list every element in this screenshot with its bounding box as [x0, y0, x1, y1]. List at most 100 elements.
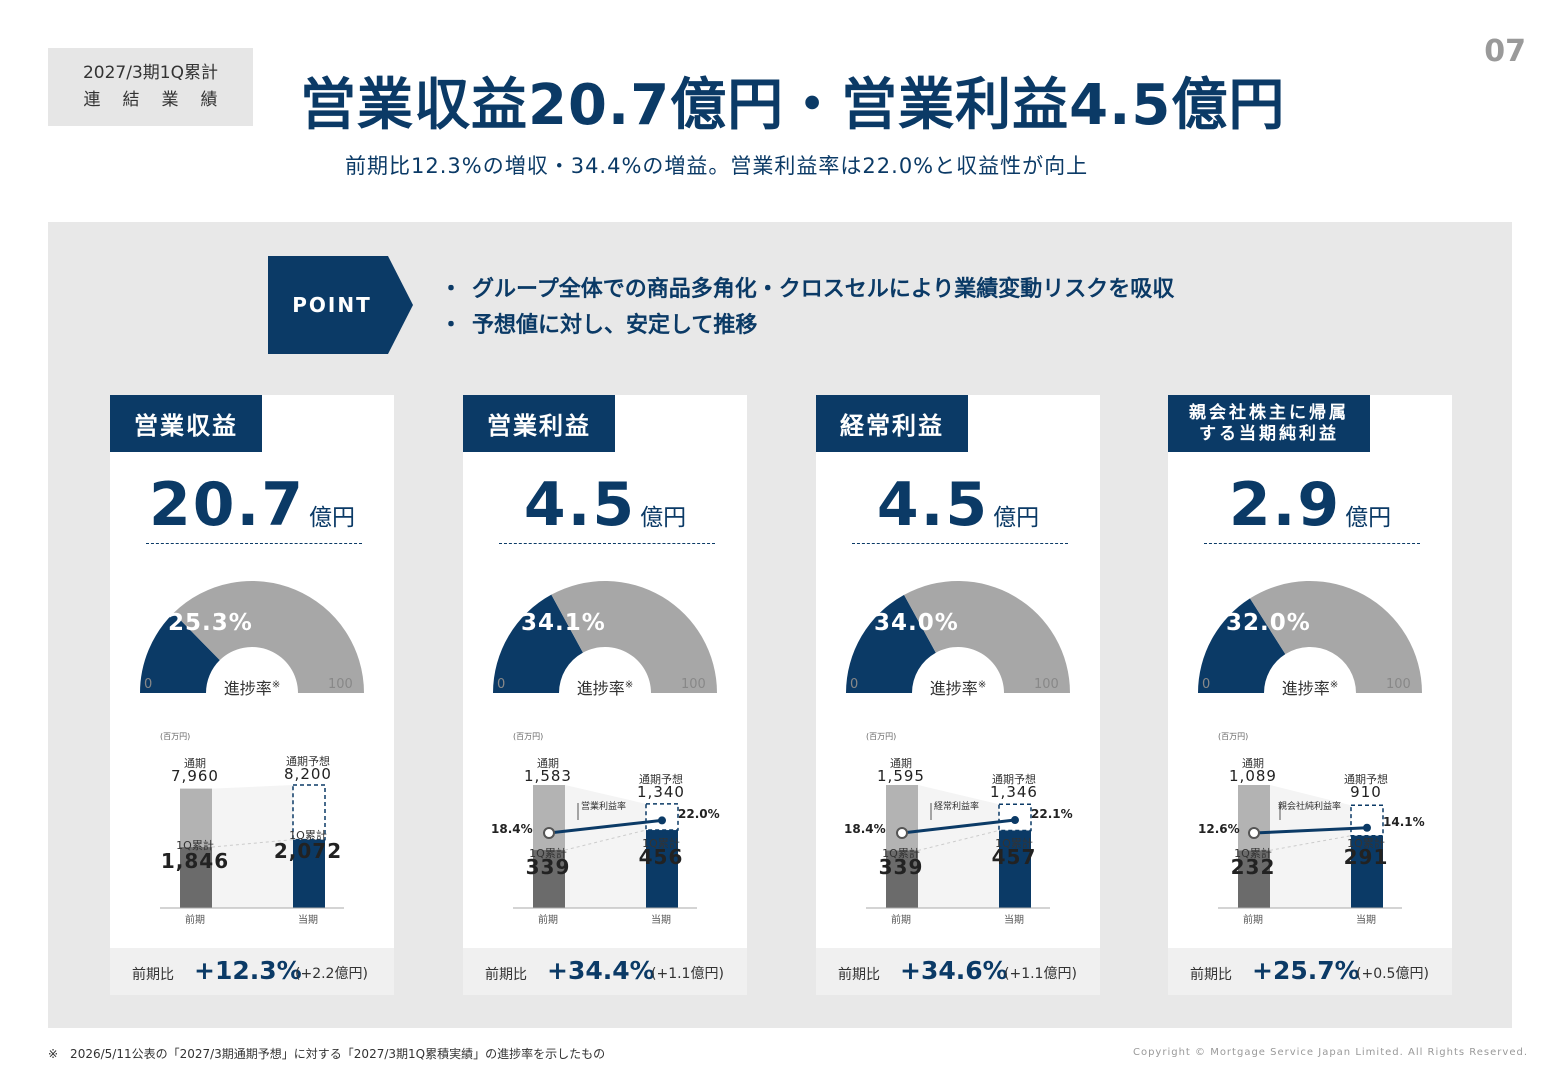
cur-forecast-bar	[998, 803, 1032, 832]
card-label: 親会社株主に帰属 する当期純利益	[1168, 395, 1370, 452]
card-value: 20.7	[148, 470, 306, 540]
point-list: グループ全体での商品多角化・クロスセルにより業績変動リスクを吸収 予想値に対し、…	[440, 272, 1174, 344]
yoy-key: 前期比	[1190, 967, 1232, 983]
progress-percent: 34.0%	[874, 610, 959, 636]
cur-q-value: 456	[638, 845, 684, 869]
kpi-card: 営業収益 20.7 億円 25.3% 0 100 進捗率※ (百万円) 通期 7,…	[110, 395, 394, 995]
yoy-row: 前期比 +12.3% (+2.2億円)	[110, 948, 394, 995]
cur-q-value: 2,072	[273, 839, 343, 863]
card-value-row: 20.7 億円	[110, 470, 394, 540]
q-connector	[917, 829, 1000, 851]
progress-percent: 32.0%	[1226, 610, 1311, 636]
prev-full-value: 1,089	[1229, 767, 1277, 785]
axis-cur: 当期	[1004, 915, 1024, 926]
card-unit: 億円	[1345, 505, 1392, 531]
point-arrow-shape	[268, 256, 413, 354]
yoy-key: 前期比	[838, 967, 880, 983]
q-connector	[564, 829, 647, 851]
card-value: 4.5	[876, 470, 990, 540]
progress-gauge	[1198, 581, 1422, 693]
mini-chart-svg	[513, 785, 697, 909]
cur-full-label: 通期予想	[992, 773, 1036, 786]
prev-q-bar	[180, 847, 212, 908]
page-subtitle: 前期比12.3%の増収・34.4%の増益。営業利益率は22.0%と収益性が向上	[345, 154, 1089, 178]
rate-line	[1253, 826, 1368, 835]
cur-full-label: 通期予想	[1344, 773, 1388, 786]
prev-full-label: 通期	[537, 757, 559, 770]
divider	[852, 543, 1068, 544]
gauge-max: 100	[681, 677, 706, 692]
prev-full-bar	[533, 785, 565, 851]
cur-q-bar	[999, 830, 1031, 908]
point-item: 予想値に対し、安定して推移	[440, 308, 1174, 344]
card-label: 営業収益	[110, 395, 262, 452]
mini-chart-svg	[160, 784, 344, 909]
prev-q-bar	[1238, 850, 1270, 908]
yoy-key: 前期比	[132, 967, 174, 983]
cur-q-bar	[1351, 835, 1383, 908]
prev-full-label: 通期	[184, 757, 206, 770]
cur-rate: 22.0%	[678, 807, 720, 821]
q-connector	[1269, 835, 1352, 851]
card-unit: 億円	[640, 505, 687, 531]
gauge-caption-row: 進捗率※	[110, 675, 394, 699]
rate-label: 経常利益率	[934, 802, 980, 812]
bridge-area	[565, 785, 646, 908]
prev-q-value: 339	[878, 855, 924, 879]
cur-full-value: 1,346	[990, 783, 1038, 801]
gauge-progress-arc	[846, 594, 936, 693]
rate-line	[901, 818, 1016, 835]
rate-point-cur	[1011, 816, 1019, 825]
prev-q-bar	[886, 850, 918, 908]
point-badge: POINT	[268, 256, 413, 354]
divider	[146, 543, 362, 544]
gauge-mark: ※	[977, 679, 987, 691]
yoy-row: 前期比 +34.6% (+1.1億円)	[816, 948, 1100, 995]
prev-full-bar	[1238, 785, 1270, 851]
card-unit: 億円	[993, 505, 1040, 531]
gauge-caption: 進捗率	[223, 679, 272, 698]
gauge-caption-row: 進捗率※	[1168, 675, 1452, 699]
yoy-value: +34.4%	[547, 956, 655, 985]
axis-cur: 当期	[651, 915, 671, 926]
progress-percent: 25.3%	[168, 610, 253, 636]
mini-chart: (百万円) 通期 1,583 通期予想 1,340 1Q累計 339 1Q累計 …	[463, 725, 747, 935]
cur-rate: 14.1%	[1383, 815, 1425, 829]
prev-full-bar	[180, 788, 212, 848]
gauge-remaining-arc	[1249, 581, 1422, 693]
gauge-caption-row: 進捗率※	[463, 675, 747, 699]
card-value: 2.9	[1228, 470, 1342, 540]
kpi-card: 経常利益 4.5 億円 34.0% 0 100 進捗率※ (百万円) 通期 1,5…	[816, 395, 1100, 995]
cur-forecast-bar	[645, 803, 679, 831]
cur-full-label: 通期予想	[286, 755, 330, 768]
point-item: グループ全体での商品多角化・クロスセルにより業績変動リスクを吸収	[440, 272, 1174, 308]
cur-full-value: 1,340	[637, 783, 685, 801]
mini-chart: (百万円) 通期 1,089 通期予想 910 1Q累計 232 1Q累計 29…	[1168, 725, 1452, 935]
yoy-diff: (+1.1億円)	[1004, 966, 1077, 982]
axis-prev: 前期	[891, 915, 911, 926]
rate-point-prev	[543, 827, 555, 839]
rate-point-cur	[1363, 823, 1371, 832]
mini-chart-svg	[866, 785, 1050, 909]
gauge-caption-row: 進捗率※	[816, 675, 1100, 699]
card-label: 営業利益	[463, 395, 615, 452]
gauge-remaining-arc	[904, 581, 1070, 693]
prev-q-value: 232	[1230, 855, 1276, 879]
prev-rate: 18.4%	[491, 822, 533, 836]
cur-q-label: 1Q累計	[995, 837, 1033, 850]
gauge-max: 100	[328, 677, 353, 692]
cur-q-bar	[293, 839, 325, 908]
prev-full-label: 通期	[890, 757, 912, 770]
yoy-key: 前期比	[485, 967, 527, 983]
period-label: 2027/3期1Q累計 連結業績	[48, 48, 253, 126]
footnote: ※ 2026/5/11公表の「2027/3期通期予想」に対する「2027/3期1…	[48, 1047, 606, 1061]
prev-q-label: 1Q累計	[882, 847, 920, 860]
gauge-progress-arc	[493, 594, 583, 693]
card-value: 4.5	[523, 470, 637, 540]
progress-gauge	[493, 581, 717, 693]
cur-forecast-bar	[1350, 804, 1384, 837]
gauge-min: 0	[1202, 677, 1211, 692]
period-line1: 2027/3期1Q累計	[82, 63, 218, 83]
gauge-min: 0	[850, 677, 859, 692]
cur-q-value: 457	[991, 845, 1037, 869]
